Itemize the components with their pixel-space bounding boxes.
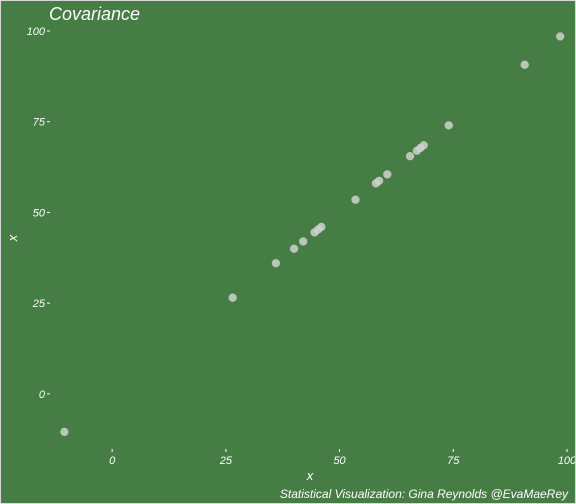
data-point bbox=[520, 60, 529, 69]
y-axis-label: x bbox=[5, 234, 20, 242]
data-point bbox=[351, 195, 360, 204]
data-point bbox=[444, 121, 453, 130]
data-point bbox=[383, 170, 392, 179]
data-point bbox=[374, 176, 384, 186]
x-tick-label: 100 bbox=[558, 455, 575, 467]
x-tick-label: 75 bbox=[447, 455, 460, 467]
x-tick-label: 25 bbox=[219, 455, 233, 467]
data-point bbox=[317, 222, 326, 232]
x-tick-label: 50 bbox=[333, 455, 346, 467]
chart-title: Covariance bbox=[49, 4, 140, 24]
data-point bbox=[419, 141, 428, 150]
data-point bbox=[298, 237, 308, 246]
data-point bbox=[405, 151, 415, 161]
y-tick-label: 25 bbox=[32, 298, 46, 310]
x-axis-label: x bbox=[306, 468, 314, 483]
y-tick-label: 100 bbox=[27, 26, 46, 38]
chart-caption: Statistical Visualization: Gina Reynolds… bbox=[280, 487, 569, 501]
data-points bbox=[60, 32, 565, 437]
y-tick-label: 75 bbox=[33, 117, 46, 129]
data-point bbox=[228, 293, 237, 302]
y-axis: 0 25 50 75 100 bbox=[27, 26, 50, 401]
data-point bbox=[60, 427, 69, 437]
y-tick-label: 50 bbox=[33, 207, 46, 219]
x-axis: 0 25 50 75 100 bbox=[109, 449, 575, 467]
data-point bbox=[289, 244, 299, 253]
data-point bbox=[555, 32, 565, 41]
data-point bbox=[271, 258, 281, 268]
y-tick-label: 0 bbox=[39, 389, 46, 401]
x-tick-label: 0 bbox=[109, 455, 116, 467]
